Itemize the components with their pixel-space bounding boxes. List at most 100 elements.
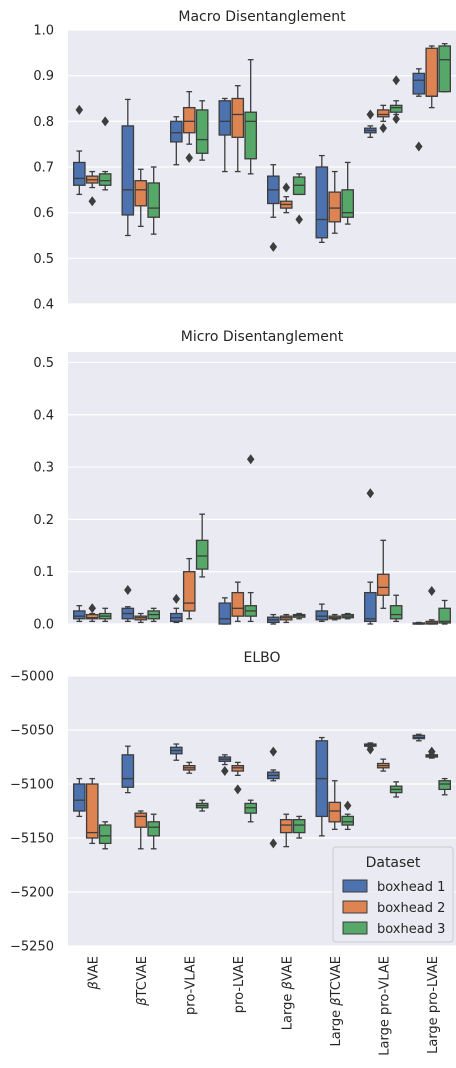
box-boxhead-1 [412, 733, 426, 742]
box-boxhead-3 [292, 173, 306, 225]
box-iqr [73, 783, 86, 812]
y-tick-label: 0.4 [33, 298, 54, 313]
box-iqr [376, 573, 390, 596]
box-boxhead-2 [85, 170, 99, 207]
box-boxhead-2 [134, 810, 148, 850]
box-boxhead-2 [376, 104, 390, 134]
box-boxhead-2 [85, 777, 99, 845]
box-boxhead-1 [266, 746, 280, 849]
x-tick-label: Large pro-VLAE [377, 956, 392, 1056]
box-boxhead-3 [147, 166, 160, 235]
box-boxhead-3 [438, 599, 451, 625]
panel-title: Macro Disentanglement [178, 9, 346, 25]
box-iqr [73, 161, 86, 186]
box-iqr [244, 111, 257, 160]
box-boxhead-3 [389, 75, 403, 125]
box-boxhead-1 [266, 613, 280, 625]
x-tick-label: Large βTCVAE [329, 956, 344, 1046]
box-boxhead-2 [182, 91, 196, 163]
x-tick-label: Large βVAE [280, 956, 295, 1030]
box-boxhead-3 [195, 100, 209, 161]
x-tick-label: pro-VLAE [183, 956, 198, 1015]
outlier-point [295, 214, 303, 225]
x-tick-label: βTCVAE [135, 956, 150, 1007]
panel-title: ELBO [243, 650, 280, 666]
box-iqr [231, 591, 245, 617]
outlier-point [88, 196, 96, 207]
box-boxhead-2 [182, 557, 196, 620]
box-boxhead-1 [412, 621, 426, 625]
box-boxhead-3 [147, 813, 160, 850]
box-boxhead-1 [363, 742, 377, 755]
outlier-point [172, 593, 181, 604]
box-boxhead-3 [147, 607, 160, 623]
y-tick-label: 0.2 [33, 513, 54, 528]
box-boxhead-1 [218, 97, 232, 173]
box-boxhead-1 [218, 754, 232, 777]
box-iqr [438, 45, 451, 93]
outlier-point [246, 454, 255, 465]
box-boxhead-3 [244, 454, 257, 623]
outlier-point [101, 116, 109, 127]
y-tick-label: 0.5 [33, 252, 54, 267]
box-iqr [438, 607, 451, 624]
x-tick-label: βVAE [86, 956, 101, 990]
outlier-point [75, 104, 84, 115]
box-iqr [231, 97, 245, 138]
box-boxhead-2 [425, 45, 439, 109]
box-boxhead-2 [231, 581, 245, 623]
box-iqr [182, 571, 196, 612]
box-iqr [218, 602, 232, 625]
box-iqr [85, 783, 99, 839]
y-tick-label: −5050 [10, 724, 54, 739]
outlier-point [392, 75, 400, 86]
y-tick-label: −5200 [10, 886, 54, 901]
box-boxhead-3 [195, 513, 209, 578]
box-iqr [147, 821, 160, 837]
box-boxhead-2 [231, 85, 245, 173]
box-iqr [315, 610, 329, 621]
box-boxhead-2 [231, 761, 245, 795]
box-iqr [376, 109, 390, 118]
box-boxhead-3 [98, 607, 112, 623]
y-tick-label: 0.3 [33, 461, 54, 476]
box-boxhead-1 [169, 743, 183, 761]
box-iqr [195, 109, 209, 154]
box-boxhead-2 [182, 761, 196, 774]
box-iqr [279, 818, 293, 834]
y-tick-label: −5150 [10, 832, 54, 847]
box-boxhead-2 [85, 603, 99, 623]
box-iqr [412, 72, 426, 95]
box-boxhead-2 [425, 746, 439, 759]
x-tick-label: Large pro-LVAE [426, 956, 441, 1054]
box-boxhead-2 [279, 813, 293, 848]
box-iqr [341, 815, 354, 826]
box-iqr [121, 125, 135, 216]
box-boxhead-3 [341, 161, 354, 225]
box-iqr [134, 180, 148, 207]
box-iqr [292, 818, 306, 834]
box-boxhead-3 [98, 821, 112, 850]
box-iqr [425, 47, 439, 97]
box-boxhead-1 [73, 605, 86, 623]
box-boxhead-3 [389, 781, 403, 798]
box-boxhead-1 [315, 603, 329, 623]
box-iqr [134, 812, 148, 828]
outlier-point [428, 586, 436, 597]
box-boxhead-3 [438, 43, 451, 93]
box-boxhead-2 [328, 613, 342, 621]
box-boxhead-1 [315, 154, 329, 244]
y-tick-label: 0.0 [33, 618, 54, 633]
y-tick-label: 0.7 [33, 161, 54, 176]
box-boxhead-3 [292, 815, 306, 839]
outlier-point [428, 746, 436, 757]
box-iqr [363, 591, 377, 623]
box-iqr [169, 120, 183, 143]
box-iqr [182, 106, 196, 134]
box-boxhead-3 [98, 116, 112, 191]
box-iqr [218, 100, 232, 136]
outlier-point [124, 585, 132, 595]
box-boxhead-1 [121, 745, 135, 794]
box-iqr [73, 610, 86, 620]
legend-title: Dataset [366, 855, 421, 871]
